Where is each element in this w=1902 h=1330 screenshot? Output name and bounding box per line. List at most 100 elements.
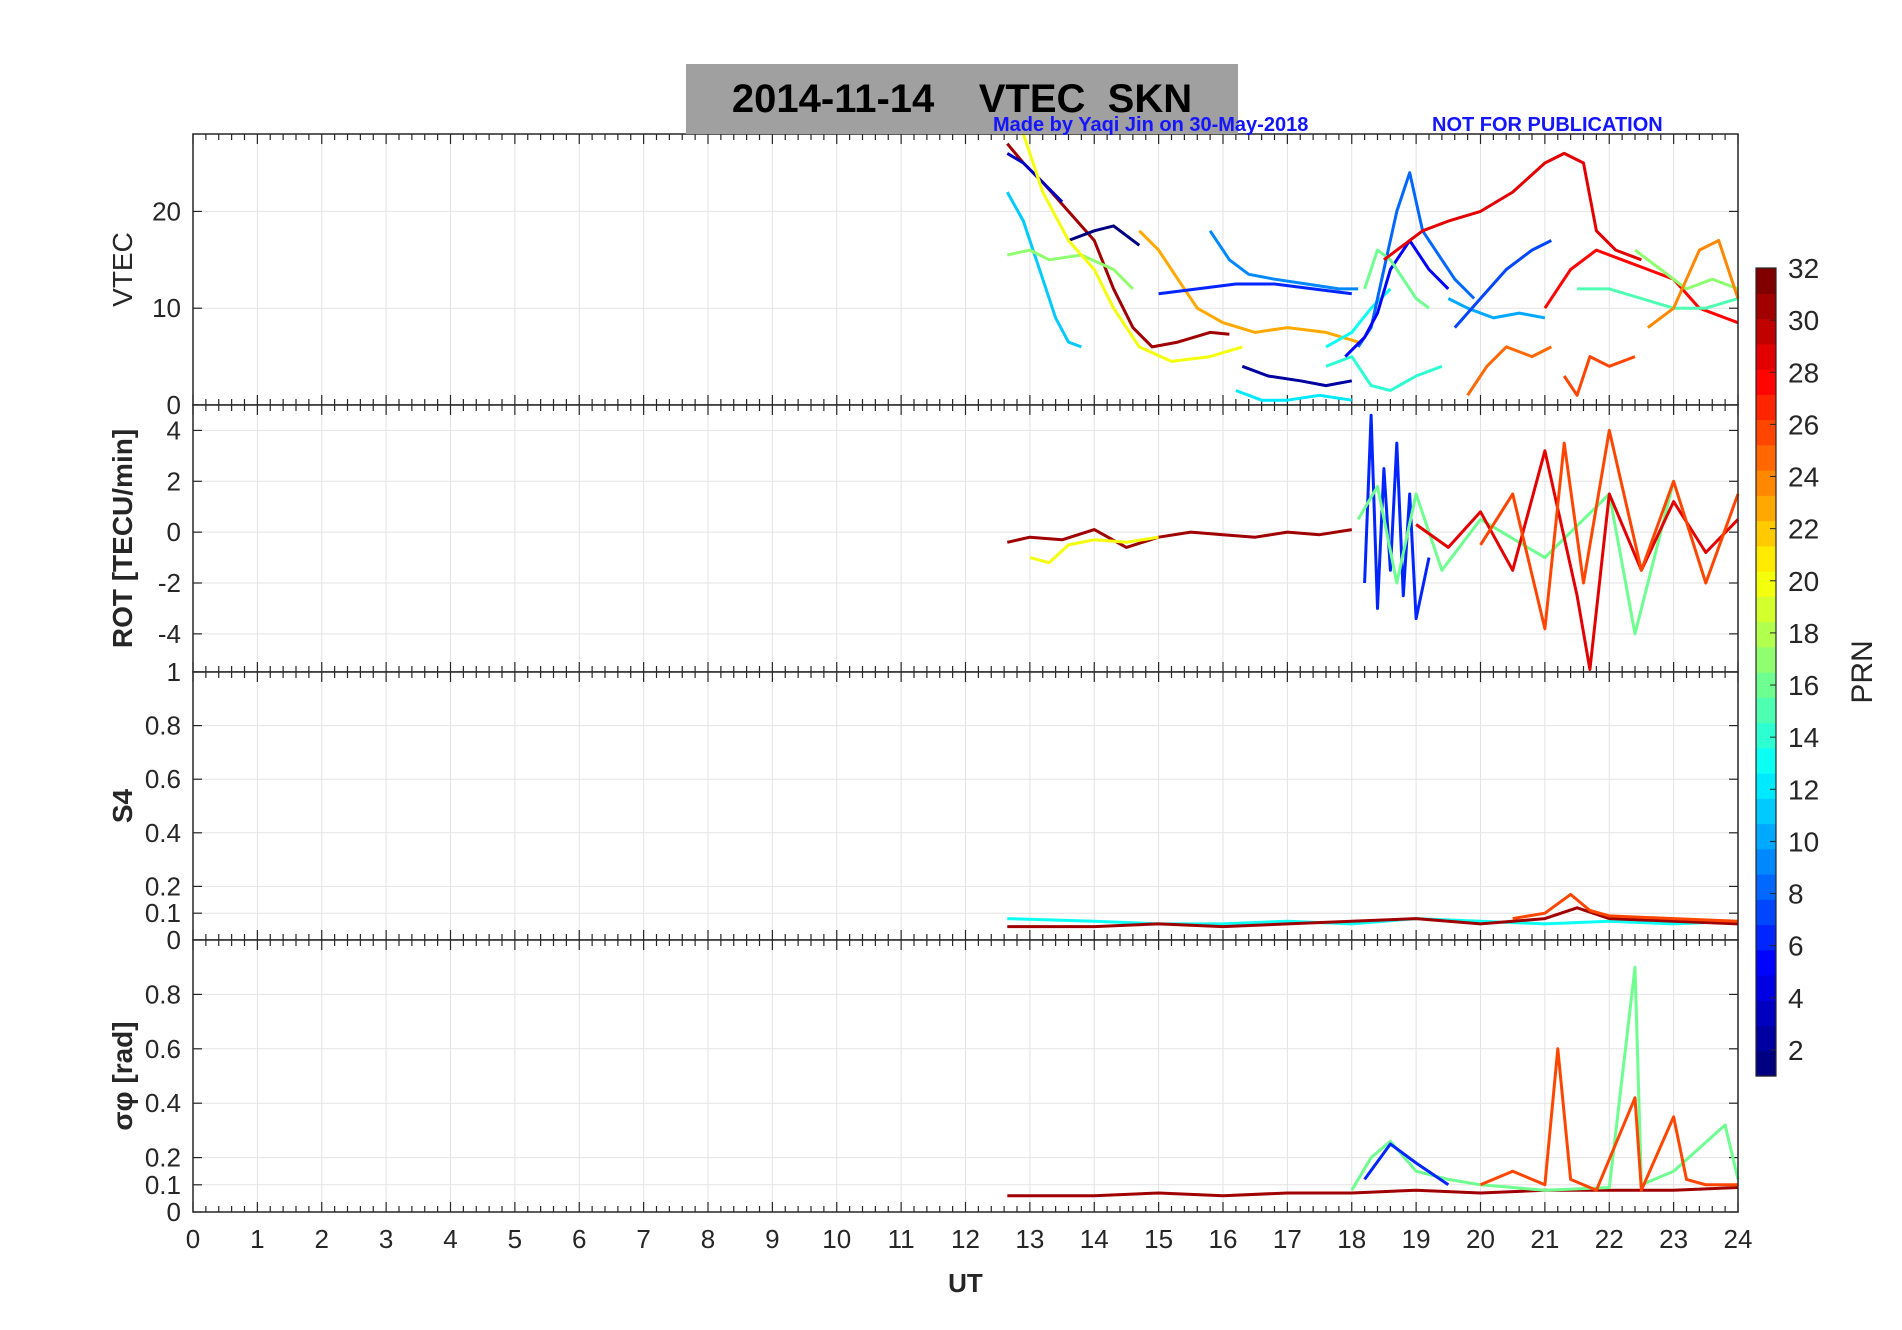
series-line-prn-5 (1344, 239, 1450, 358)
colorbar-label: PRN (1846, 640, 1879, 703)
title-label: VTEC SKN (978, 76, 1193, 121)
series-line-prn-16 (1350, 965, 1740, 1192)
colorbar-segment (1756, 899, 1776, 926)
colorbar-segment (1756, 571, 1776, 597)
y-tick-label: 4 (167, 415, 181, 445)
series-line-prn-10 (1447, 297, 1546, 320)
colorbar-segment (1756, 394, 1776, 421)
colorbar-segment (1756, 646, 1776, 673)
series-line-prn-12 (1235, 389, 1353, 402)
x-tick-label: 14 (1080, 1224, 1109, 1254)
x-tick-label: 22 (1595, 1224, 1624, 1254)
series-line-prn-26 (1562, 355, 1636, 397)
colorbar-segment (1756, 773, 1776, 799)
series-line-prn-31 (1006, 528, 1353, 549)
colorbar-tick-label: 6 (1788, 931, 1804, 962)
y-tick-label: 1 (167, 657, 181, 687)
panel-ROT: -4 -2 0 2 4 ROT [TECU/min] (107, 404, 1740, 673)
y-tick-label: 0.4 (145, 818, 181, 848)
y-tick-label: 0.1 (145, 1170, 181, 1200)
title-background (686, 64, 1238, 134)
x-tick-label: 12 (951, 1224, 980, 1254)
series-line-prn-7 (1453, 239, 1552, 329)
colorbar-tick-label: 24 (1788, 462, 1819, 493)
x-tick-label: 24 (1724, 1224, 1753, 1254)
colorbar-segment (1756, 747, 1776, 774)
colorbar-segment (1756, 874, 1776, 900)
colorbar-frame (1755, 267, 1777, 1077)
colorbar-segment (1756, 545, 1776, 572)
colorbar-tick-label: 14 (1788, 722, 1819, 753)
x-tick-label: 1 (250, 1224, 264, 1254)
title-date: 2014-11-14 (731, 76, 935, 121)
x-tick-label: 2 (315, 1224, 329, 1254)
series-line-prn-9 (1208, 229, 1359, 291)
series-line-prn-1 (1067, 224, 1141, 247)
x-tick-label: 7 (636, 1224, 650, 1254)
y-tick-label: 0.4 (145, 1088, 181, 1118)
series-line-prn-25 (1466, 345, 1552, 397)
y-tick-label: 0.2 (145, 1143, 181, 1173)
colorbar-segment (1756, 369, 1776, 395)
colorbar-segment (1756, 520, 1776, 547)
y-tick-label: 0.6 (145, 1034, 181, 1064)
x-tick-label: 18 (1337, 1224, 1366, 1254)
colorbar-tick-label: 28 (1788, 357, 1819, 388)
axes-frame (192, 939, 1739, 1213)
series-line-prn-16 (1356, 480, 1676, 636)
made-by-credit: Made by Yaqi Jin on 30-May-2018 (993, 114, 1309, 136)
panel-S4: 00.10.2 0.4 0.6 0.8 1 S4 (107, 657, 1739, 955)
series-line-prn-11 (1005, 191, 1082, 349)
y-tick-label: 0.1 (145, 898, 181, 928)
x-tick-label: 15 (1144, 1224, 1173, 1254)
colorbar-tick-label: 20 (1788, 566, 1819, 597)
colorbar-tick-label: 8 (1788, 879, 1804, 910)
series-line-prn-14 (1325, 355, 1443, 392)
series-line-prn-20 (1021, 133, 1243, 363)
series-line-prn-15 (1577, 287, 1739, 310)
colorbar-tick-label: 10 (1788, 826, 1819, 857)
colorbar-segment (1756, 419, 1776, 446)
x-tick-label: 6 (572, 1224, 586, 1254)
colorbar-segment (1756, 722, 1776, 749)
y-tick-label: -4 (158, 619, 181, 649)
series-line-prn-16 (1363, 248, 1430, 310)
series-line-prn-29 (1383, 151, 1642, 262)
series-line-prn-26 (1479, 1047, 1738, 1192)
colorbar-tick-label: 26 (1788, 409, 1819, 440)
x-tick-label: 13 (1015, 1224, 1044, 1254)
series-line-prn-31 (1007, 906, 1739, 929)
series-line-prn-23 (1138, 229, 1359, 344)
x-tick-label: 16 (1209, 1224, 1238, 1254)
colorbar-tick-label: 2 (1788, 1035, 1804, 1066)
colorbar-tick-label: 32 (1788, 253, 1819, 284)
x-tick-label: 21 (1530, 1224, 1559, 1254)
series-line-prn-29 (1415, 449, 1740, 671)
series-line-prn-26 (1512, 892, 1739, 923)
series-line-prn-8 (1356, 171, 1476, 348)
x-tick-label: 0 (186, 1224, 200, 1254)
panel-sigma_phi: 00.10.2 0.4 0.6 0.8σφ [rad] (107, 939, 1740, 1227)
y-axis-label: VTEC (107, 232, 138, 307)
series-line-prn-6 (1158, 282, 1352, 296)
x-axis-label: UT (948, 1268, 983, 1298)
y-tick-label: 0 (167, 925, 181, 955)
y-tick-label: 0.2 (145, 871, 181, 901)
x-tick-label: 23 (1659, 1224, 1688, 1254)
colorbar-segment (1756, 949, 1776, 976)
not-for-publication-notice: NOT FOR PUBLICATION (1432, 114, 1663, 136)
colorbar-segment (1756, 823, 1776, 850)
y-tick-label: 0 (167, 390, 181, 420)
y-tick-label: 0 (167, 517, 181, 547)
series-line-prn-26 (1479, 428, 1740, 631)
series-line-prn-6 (1363, 413, 1431, 621)
colorbar-segment (1756, 621, 1776, 648)
colorbar-segment (1756, 343, 1776, 370)
y-axis-label: σφ [rad] (107, 1021, 138, 1130)
colorbar-segment (1756, 975, 1776, 1001)
colorbar-segment (1756, 1050, 1776, 1077)
series-line-prn-28 (1543, 248, 1739, 325)
colorbar-segment (1756, 697, 1776, 724)
y-tick-label: -2 (158, 568, 181, 598)
